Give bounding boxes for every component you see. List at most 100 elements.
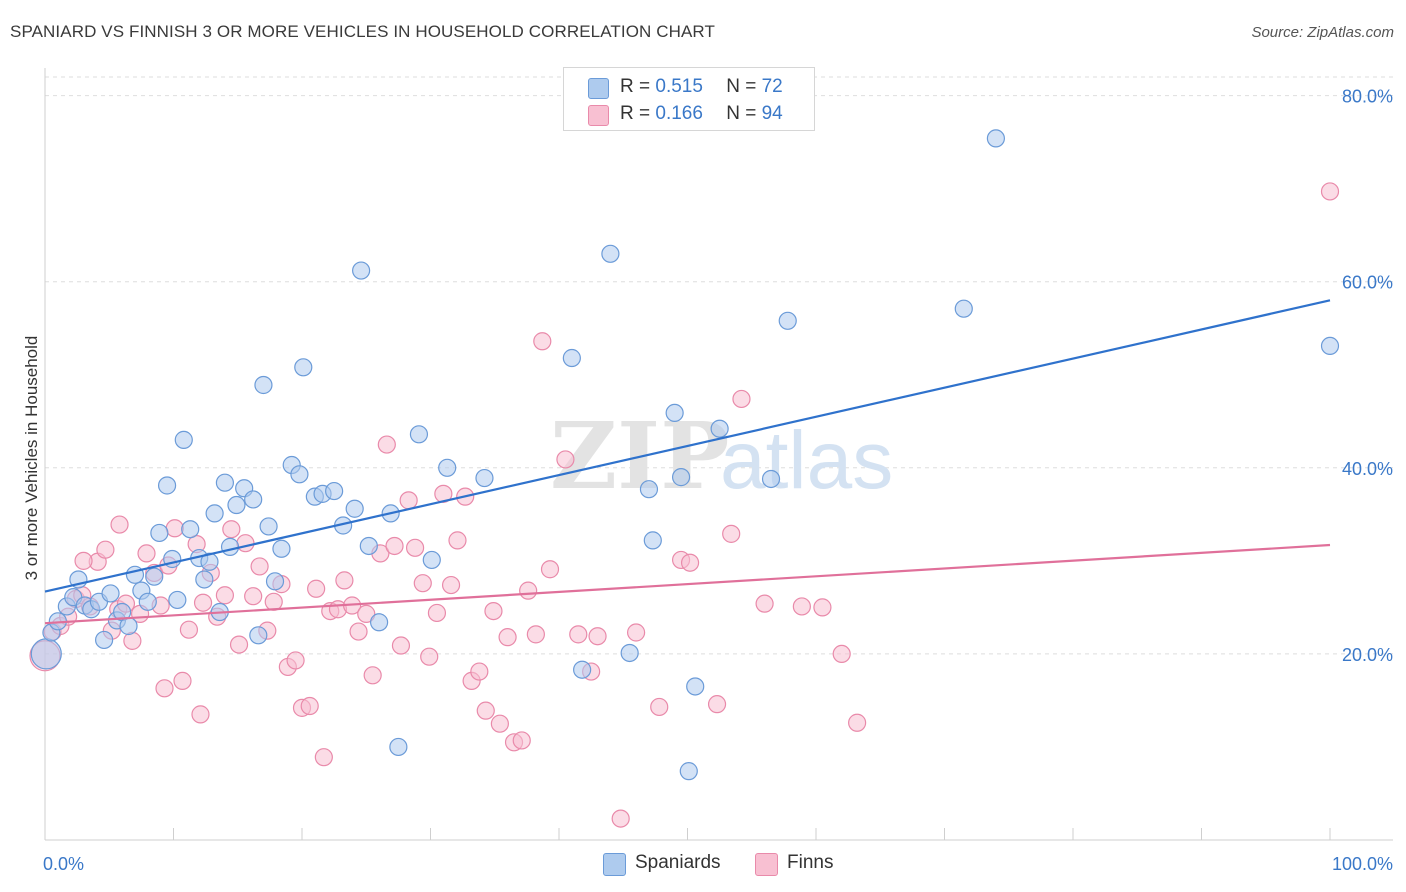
finns-point	[335, 571, 354, 590]
finns-point	[244, 587, 263, 606]
y-tick-label: 80.0%	[1342, 87, 1393, 107]
spaniards-point	[157, 476, 177, 495]
spaniards-points	[30, 129, 1340, 781]
spaniards-point	[244, 490, 263, 509]
finns-point	[476, 701, 495, 720]
finns-point	[732, 389, 751, 409]
spaniards-point	[954, 299, 973, 318]
y-tick-label: 60.0%	[1342, 273, 1393, 293]
spaniards-point	[254, 375, 273, 395]
finns-point	[96, 540, 115, 559]
trend-lines	[44, 299, 1331, 625]
spaniards-point	[181, 520, 200, 539]
legend-swatch-pink	[588, 105, 609, 126]
n-value: 72	[761, 76, 783, 97]
spaniards-point	[359, 536, 378, 556]
finns-point	[391, 636, 411, 655]
finns-point	[533, 332, 552, 351]
finns-point	[490, 714, 509, 733]
finns-point	[191, 705, 210, 724]
finns-point	[155, 679, 174, 698]
spaniards-point	[643, 531, 662, 550]
legend: R = 0.515 N = 72 R = 0.166 N = 94	[563, 67, 815, 131]
finns-point	[413, 574, 432, 593]
spaniards-point	[265, 572, 285, 591]
spaniards-point	[168, 590, 187, 610]
finns-point	[526, 625, 545, 644]
finns-point	[512, 731, 531, 750]
spaniards-point	[562, 348, 581, 368]
spaniards-point	[259, 517, 278, 536]
gridlines	[45, 76, 1393, 655]
spaniards-point	[573, 660, 592, 679]
legend-swatch-blue	[588, 78, 609, 99]
spaniards-point	[205, 504, 224, 523]
spaniards-point	[986, 129, 1006, 148]
finns-point	[470, 662, 489, 681]
finns-point	[363, 666, 382, 685]
finns-point	[349, 622, 368, 641]
spaniards-point	[409, 425, 429, 444]
finns-point	[441, 575, 461, 595]
spaniards-point	[686, 677, 705, 696]
x-tick-labels: 0.0% 100.0%	[43, 854, 1393, 874]
spaniards-point	[601, 244, 620, 263]
finns-point	[250, 557, 269, 576]
axes	[44, 68, 1393, 841]
finns-point	[540, 560, 560, 579]
spaniards-point	[475, 468, 494, 488]
y-tick-label: 40.0%	[1342, 459, 1393, 479]
finns-point	[611, 809, 630, 828]
spaniards-point	[294, 358, 313, 377]
swatch-blue	[603, 853, 626, 876]
finns-point	[405, 538, 425, 557]
finns-point	[193, 593, 213, 612]
finns-point	[264, 592, 283, 611]
finns-point	[650, 697, 669, 717]
finns-point	[137, 544, 156, 563]
finns-point	[498, 628, 517, 647]
spaniards-point	[145, 567, 164, 586]
spaniards-point	[290, 465, 309, 484]
finns-point	[222, 520, 241, 539]
finns-point	[556, 450, 575, 469]
finns-point	[848, 713, 867, 732]
spaniards-point	[1320, 336, 1340, 356]
finns-point	[215, 586, 234, 605]
r-label: R =	[620, 76, 656, 97]
spaniards-point	[639, 480, 659, 499]
finns-point	[377, 435, 396, 454]
finns-point	[110, 515, 129, 534]
y-axis-label: 3 or more Vehicles in Household	[22, 335, 41, 581]
finns-point	[448, 531, 467, 550]
n-value: 94	[761, 103, 783, 124]
spaniards-point	[352, 261, 371, 280]
spaniards-point	[345, 499, 364, 518]
finns-point	[626, 623, 646, 642]
finns-point	[179, 620, 199, 639]
finns-points	[29, 182, 1340, 828]
spaniards-point	[30, 638, 62, 670]
spaniards-point	[710, 419, 729, 438]
finns-point	[755, 594, 774, 613]
spaniards-point	[679, 762, 698, 781]
n-label: N =	[726, 103, 762, 124]
legend-label-finns: Finns	[787, 852, 834, 873]
spaniards-point	[95, 630, 114, 650]
finns-point	[357, 604, 376, 623]
spaniards-point	[272, 539, 291, 558]
spaniards-point	[174, 430, 193, 449]
finns-point	[588, 627, 607, 646]
spaniards-point	[138, 592, 157, 611]
r-label: R =	[620, 103, 656, 124]
spaniards-point	[150, 523, 169, 543]
spaniards-point	[227, 495, 246, 515]
finns-point	[165, 519, 184, 538]
finns-point	[74, 551, 93, 570]
finns-point	[680, 553, 700, 572]
spaniards-point	[220, 537, 240, 556]
spaniards-point	[195, 570, 214, 589]
finns-point	[286, 651, 305, 670]
spaniards-point	[325, 481, 344, 501]
finns-point	[385, 536, 404, 556]
